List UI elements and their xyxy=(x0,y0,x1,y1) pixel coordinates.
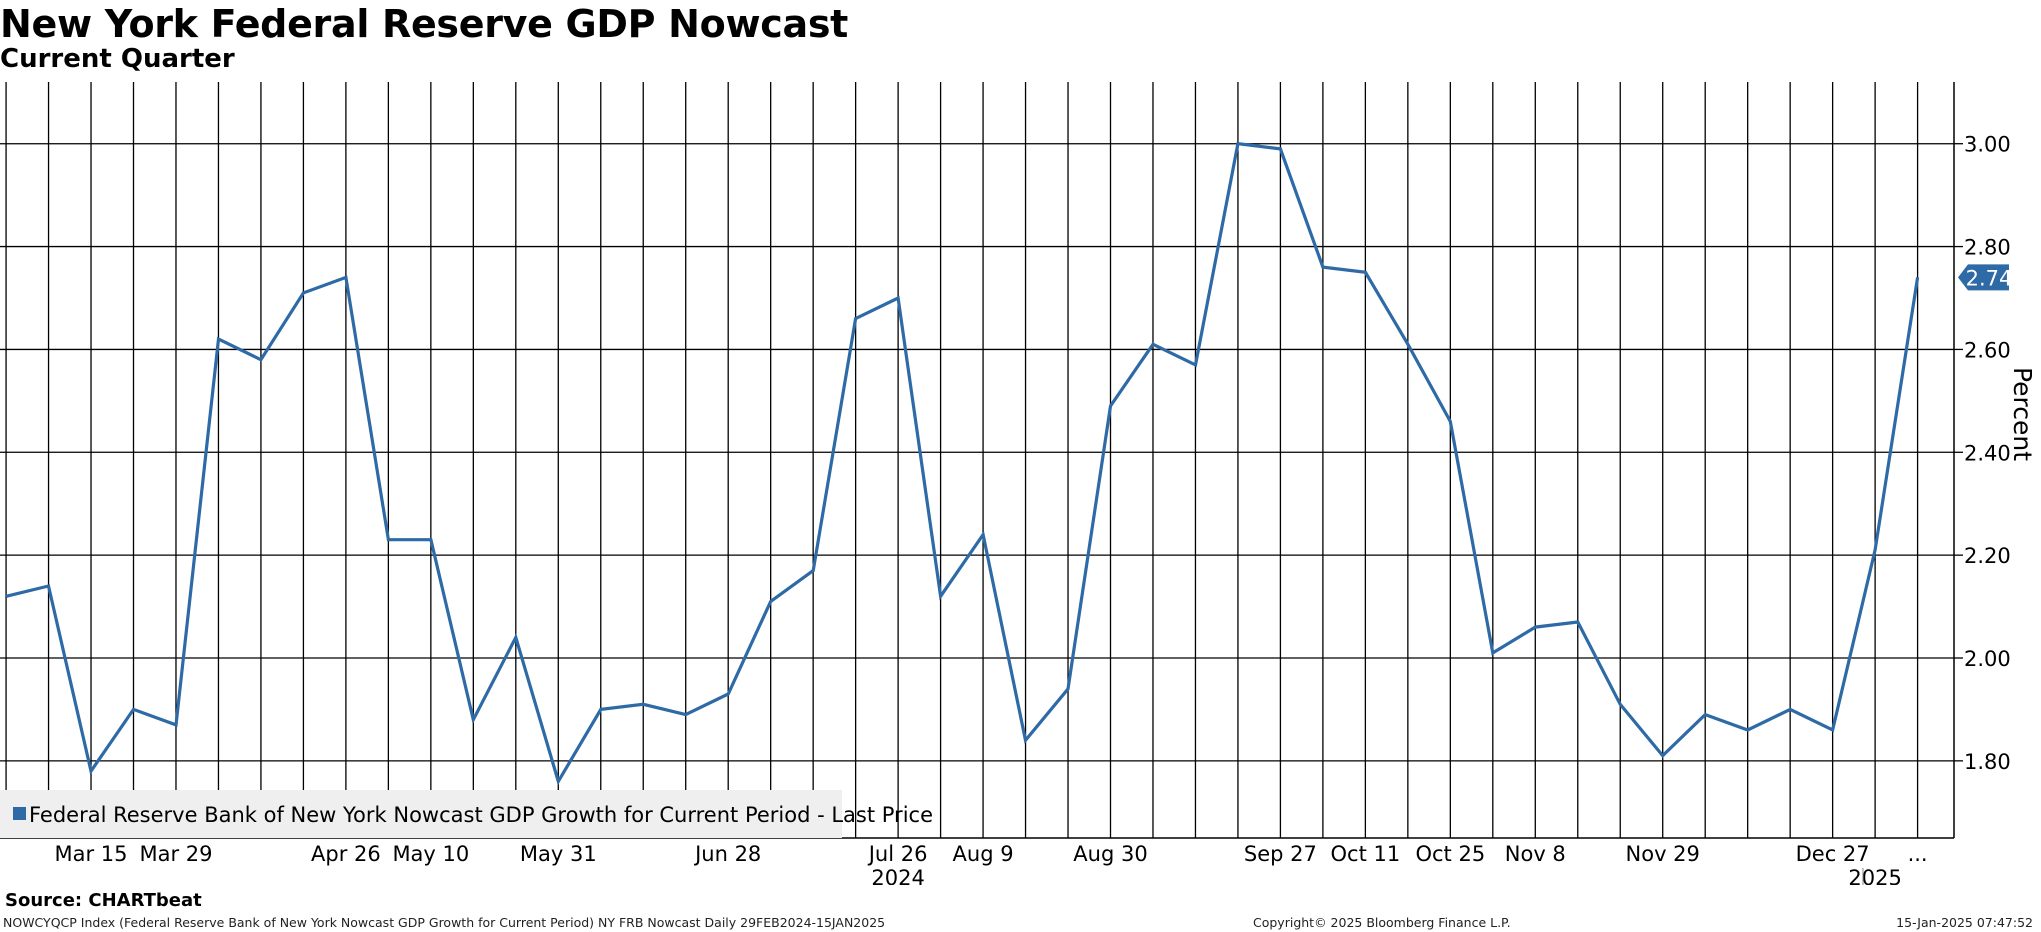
footer-index-description: NOWCYQCP Index (Federal Reserve Bank of … xyxy=(3,915,886,930)
legend: Federal Reserve Bank of New York Nowcast… xyxy=(0,790,933,838)
y-axis-title: Percent xyxy=(2008,367,2037,461)
last-price-tag xyxy=(1958,264,2009,291)
x-year-label: 2024 xyxy=(871,866,924,885)
last-price-value: 2.74 xyxy=(1966,266,2013,290)
y-tick-label: 2.60 xyxy=(1964,338,2011,362)
x-tick-label: ... xyxy=(1908,842,1928,866)
x-tick-label: Apr 26 xyxy=(311,842,381,866)
vertical-gridlines xyxy=(5,82,1919,838)
x-tick-label: Jul 26 xyxy=(867,842,928,866)
x-tick-label: Dec 27 xyxy=(1796,842,1870,866)
x-tick-label: Oct 25 xyxy=(1415,842,1485,866)
legend-swatch xyxy=(13,807,26,820)
footer-copyright: Copyright© 2025 Bloomberg Finance L.P. xyxy=(1253,915,1511,930)
legend-background xyxy=(0,790,842,838)
y-tick-label: 1.80 xyxy=(1964,750,2011,774)
chart-subtitle: Current Quarter xyxy=(0,44,235,74)
y-tick-label: 2.40 xyxy=(1964,441,2011,465)
x-tick-label: Jun 28 xyxy=(693,842,761,866)
source-note: Source: CHARTbeat xyxy=(5,890,202,911)
y-tick-label: 2.20 xyxy=(1964,544,2011,568)
x-tick-label: May 31 xyxy=(520,842,597,866)
series-layer xyxy=(5,141,1920,786)
x-tick-label: May 10 xyxy=(392,842,469,866)
x-tick-label: Mar 29 xyxy=(139,842,212,866)
y-tick-label: 3.00 xyxy=(1964,133,2011,157)
y-tick-labels: 1.80 2.00 2.20 2.40 2.60 2.80 3.00 xyxy=(1964,133,2011,774)
chart-title: New York Federal Reserve GDP Nowcast xyxy=(0,2,849,46)
footer-timestamp: 15-Jan-2025 07:47:52 xyxy=(1896,915,2033,930)
legend-entry: Federal Reserve Bank of New York Nowcast… xyxy=(29,803,933,827)
x-tick-label: Nov 29 xyxy=(1626,842,1700,866)
x-year-label: 2025 xyxy=(1848,866,1901,885)
chart-axes xyxy=(0,82,1955,839)
x-tick-label: Nov 8 xyxy=(1505,842,1566,866)
x-tick-label: Sep 27 xyxy=(1244,842,1317,866)
x-tick-label: Mar 15 xyxy=(55,842,128,866)
x-tick-label: Aug 9 xyxy=(953,842,1014,866)
line-chart: 1.80 2.00 2.20 2.40 2.60 2.80 3.00 Mar 15 Mar 2… xyxy=(0,82,2037,885)
x-tick-label: Aug 30 xyxy=(1073,842,1147,866)
y-tick-label: 2.00 xyxy=(1964,647,2011,671)
x-tick-labels: Mar 15 Mar 29 Apr 26 May 10 May 31 Jun 28 Jul … xyxy=(55,842,1928,885)
x-tick-label: Oct 11 xyxy=(1331,842,1401,866)
horizontal-gridlines xyxy=(0,143,1963,762)
series-line xyxy=(5,141,1920,786)
y-tick-label: 2.80 xyxy=(1964,236,2011,260)
last-price-marker: 2.74 xyxy=(1958,264,2013,291)
